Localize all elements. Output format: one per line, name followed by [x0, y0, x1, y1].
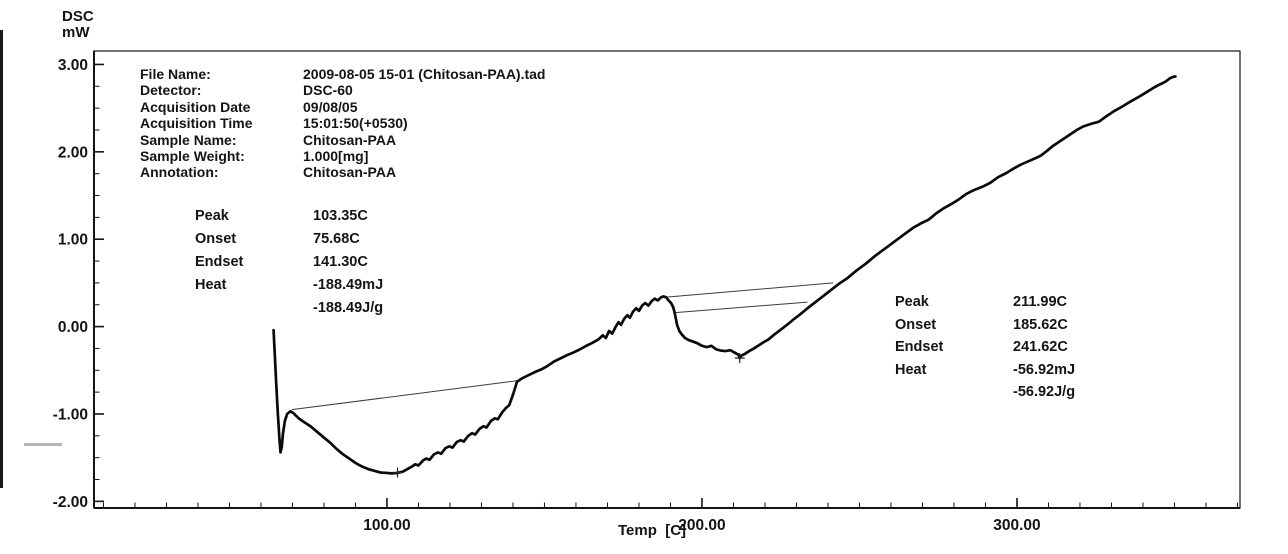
x-tick-label: 100.00	[363, 517, 410, 534]
metadata-value: 15:01:50(+0530)	[303, 115, 408, 132]
y-axis-unit-label: DSC mW	[62, 9, 94, 41]
peak-baseline	[675, 301, 808, 314]
x-tick-label: 300.00	[993, 517, 1040, 534]
peak2-row-onset: Onset 185.62C	[895, 314, 1075, 337]
metadata-value: 2009-08-05 15-01 (Chitosan-PAA).tad	[303, 66, 546, 82]
peak-label: Peak	[195, 208, 229, 224]
peak-baseline	[291, 380, 518, 411]
y-axis-unit-line1: DSC	[62, 8, 94, 25]
peak-annotation-1: Peak 103.35C Onset 75.68C Endset 141.30C…	[195, 205, 383, 320]
y-tick-label: 0.00	[58, 319, 88, 336]
metadata-value: 1.000[mg]	[303, 148, 369, 165]
y-tick-label: 1.00	[58, 232, 88, 249]
peak1-row-heat: Heat -188.49mJ	[195, 274, 383, 297]
metadata-row-detector: Detector: DSC-60	[140, 82, 545, 98]
x-axis-title: Temp [C]	[617, 522, 687, 539]
metadata-block: File Name: 2009-08-05 15-01 (Chitosan-PA…	[140, 66, 545, 181]
endset-value: 141.30C	[313, 254, 368, 270]
peak2-row-peak: Peak 211.99C	[895, 291, 1075, 314]
heat-label: Heat	[895, 361, 927, 378]
heat-label-blank	[195, 297, 313, 320]
scan-artifact-left-bar	[0, 30, 3, 488]
peak1-row-endset: Endset 141.30C	[195, 251, 383, 274]
y-tick-label: -2.00	[53, 494, 88, 511]
y-tick-label: -1.00	[53, 406, 88, 423]
metadata-label: Sample Weight:	[140, 148, 245, 165]
metadata-label: Detector:	[140, 82, 202, 99]
metadata-row-acq-time: Acquisition Time 15:01:50(+0530)	[140, 115, 545, 131]
heat-value-jg: -56.92J/g	[1013, 384, 1076, 400]
peak1-row-peak: Peak 103.35C	[195, 205, 383, 228]
peak-value: 211.99C	[1013, 294, 1068, 310]
metadata-value: Chitosan-PAA	[303, 164, 397, 181]
onset-label: Onset	[195, 231, 237, 247]
peak-annotation-2: Peak 211.99C Onset 185.62C Endset 241.62…	[895, 291, 1075, 404]
metadata-row-acq-date: Acquisition Date 09/08/05	[140, 99, 545, 115]
metadata-value: 09/08/05	[303, 98, 358, 115]
metadata-value: Chitosan-PAA	[303, 131, 397, 148]
peak2-row-heat-jg: -56.92J/g	[895, 381, 1075, 404]
metadata-row-sample-name: Sample Name: Chitosan-PAA	[140, 132, 545, 148]
y-tick-label: 2.00	[58, 144, 88, 161]
endset-label: Endset	[195, 254, 244, 270]
peak2-row-heat: Heat -56.92mJ	[895, 359, 1075, 382]
onset-label: Onset	[895, 316, 937, 333]
metadata-label: Annotation:	[140, 164, 219, 181]
peak-baseline	[663, 282, 834, 298]
metadata-label: Acquisition Time	[140, 115, 253, 132]
peak1-row-onset: Onset 75.68C	[195, 228, 383, 251]
heat-value-mj: -56.92mJ	[1013, 361, 1076, 378]
heat-value-mj: -188.49mJ	[313, 277, 384, 293]
metadata-label: File Name:	[140, 66, 211, 82]
y-axis-unit-line2: mW	[62, 24, 90, 41]
onset-value: 75.68C	[313, 231, 360, 247]
metadata-row-sample-weight: Sample Weight: 1.000[mg]	[140, 148, 545, 164]
peak1-row-heat-jg: -188.49J/g	[195, 297, 383, 320]
endset-value: 241.62C	[1013, 339, 1068, 355]
peak-label: Peak	[895, 294, 929, 310]
x-tick-label: 200.00	[678, 517, 725, 534]
y-tick-label: 3.00	[58, 57, 88, 74]
dsc-curve	[272, 75, 1177, 475]
peak-value: 103.35C	[313, 208, 368, 224]
metadata-label: Sample Name:	[140, 131, 237, 148]
heat-label: Heat	[195, 277, 227, 293]
metadata-row-annotation: Annotation: Chitosan-PAA	[140, 164, 545, 180]
heat-value-jg: -188.49J/g	[313, 300, 384, 316]
metadata-row-filename: File Name: 2009-08-05 15-01 (Chitosan-PA…	[140, 66, 545, 82]
endset-label: Endset	[895, 339, 944, 355]
metadata-value: DSC-60	[303, 82, 353, 99]
onset-value: 185.62C	[1013, 316, 1068, 333]
metadata-label: Acquisition Date	[140, 98, 251, 115]
scan-artifact-dash	[24, 443, 62, 446]
heat-label-blank	[895, 381, 1013, 404]
peak2-row-endset: Endset 241.62C	[895, 336, 1075, 359]
